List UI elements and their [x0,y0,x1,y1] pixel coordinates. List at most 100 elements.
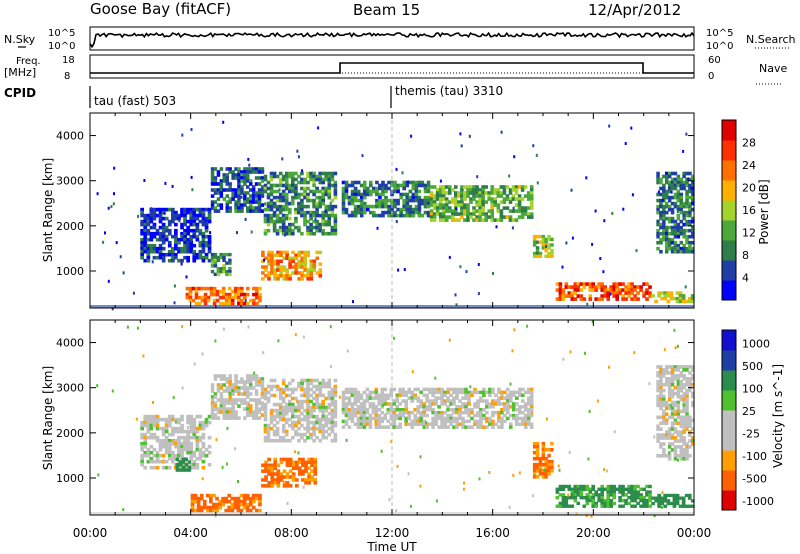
heatmap-cell [662,213,666,218]
heatmap-cell [207,234,212,239]
heatmap-cell [192,453,197,458]
heatmap-cell [371,396,376,400]
heatmap-cell [321,231,325,236]
heatmap-cell [155,231,160,236]
heatmap-cell [543,468,546,472]
heatmap-cell [291,189,295,194]
heatmap-cell [497,399,501,403]
heatmap-cell [318,195,322,200]
noise-right-label: N.Search [746,33,796,46]
heatmap-cell [440,422,444,426]
heatmap-cell [297,426,301,431]
heatmap-cell [478,212,482,216]
heatmap-cell [341,410,346,415]
heatmap-cell [183,213,187,218]
heatmap-cell [192,465,197,470]
heatmap-cell [670,442,675,446]
heatmap-cell [506,399,510,403]
heatmap-cell [398,422,402,426]
heatmap-cell [246,185,250,189]
heatmap-cell [621,294,625,298]
heatmap-cell [164,465,169,470]
heatmap-cell [588,494,591,498]
heatmap-cell [691,442,695,446]
heatmap-cell [675,496,680,500]
heatmap-cell [676,231,681,236]
heatmap-cell [113,166,116,170]
heatmap-cell [240,191,244,195]
heatmap-cell [506,387,510,392]
heatmap-cell [488,390,492,395]
heatmap-cell [272,378,277,383]
heatmap-cell [670,219,675,224]
heatmap-cell [468,134,471,138]
heatmap-cell [291,420,295,425]
heatmap-cell [275,174,280,179]
heatmap-cell [532,475,537,479]
date-title: 12/Apr/2012 [588,1,681,19]
heatmap-cell [503,402,507,406]
heatmap-cell [597,297,601,301]
heatmap-cell [321,198,325,203]
heatmap-cell [213,188,218,192]
heatmap-cell [463,481,465,485]
heatmap-cell [691,231,695,236]
heatmap-cell [369,204,373,209]
heatmap-cell [529,387,534,392]
heatmap-cell [618,487,622,491]
heatmap-cell [249,170,253,174]
heatmap-cell [275,216,280,221]
heatmap-cell [535,240,540,244]
heatmap-cell [444,185,449,189]
heatmap-cell [676,409,681,414]
heatmap-cell [219,383,224,387]
heatmap-cell [330,213,335,218]
colorbar-tick-label: 1000 [742,338,770,351]
heatmap-cell [685,377,689,381]
heatmap-cell [224,508,229,513]
heatmap-cell [443,416,447,421]
heatmap-cell [422,425,426,429]
heatmap-cell [210,179,215,183]
heatmap-cell [399,183,403,188]
heatmap-cell [588,285,593,289]
heatmap-cell [682,439,686,443]
heatmap-cell [143,450,148,455]
heatmap-cell [688,418,692,423]
heatmap-cell [500,408,504,412]
heatmap-cell [667,186,672,191]
heatmap-cell [278,396,283,401]
heatmap-cell [491,390,495,395]
heatmap-cell [492,271,494,275]
heatmap-cell [398,390,402,395]
heatmap-cell [401,413,405,418]
heatmap-cell [251,416,256,420]
heatmap-cell [368,390,373,395]
heatmap-cell [344,422,349,426]
heatmap-cell [353,387,358,392]
heatmap-cell [691,225,695,230]
heatmap-cell [321,177,325,182]
heatmap-cell [298,469,302,473]
heatmap-cell [615,297,619,301]
heatmap-cell [330,174,335,179]
heatmap-cell [670,433,675,437]
heatmap-cell [667,219,672,224]
heatmap-cell [294,186,298,191]
heatmap-cell [422,410,426,415]
heatmap-cell [188,298,193,303]
heatmap-cell [206,505,210,510]
heatmap-cell [612,501,616,506]
heatmap-cell [679,430,683,434]
heatmap-cell [171,417,175,422]
heatmap-cell [318,189,322,194]
heatmap-cell [513,155,516,159]
heatmap-cell [365,410,370,415]
heatmap-cell [171,453,175,458]
heatmap-cell [532,456,537,461]
heatmap-cell [570,504,575,508]
heatmap-cell [679,225,683,230]
heatmap-cell [228,206,232,210]
heatmap-cell [186,429,190,434]
heatmap-cell [521,387,525,392]
